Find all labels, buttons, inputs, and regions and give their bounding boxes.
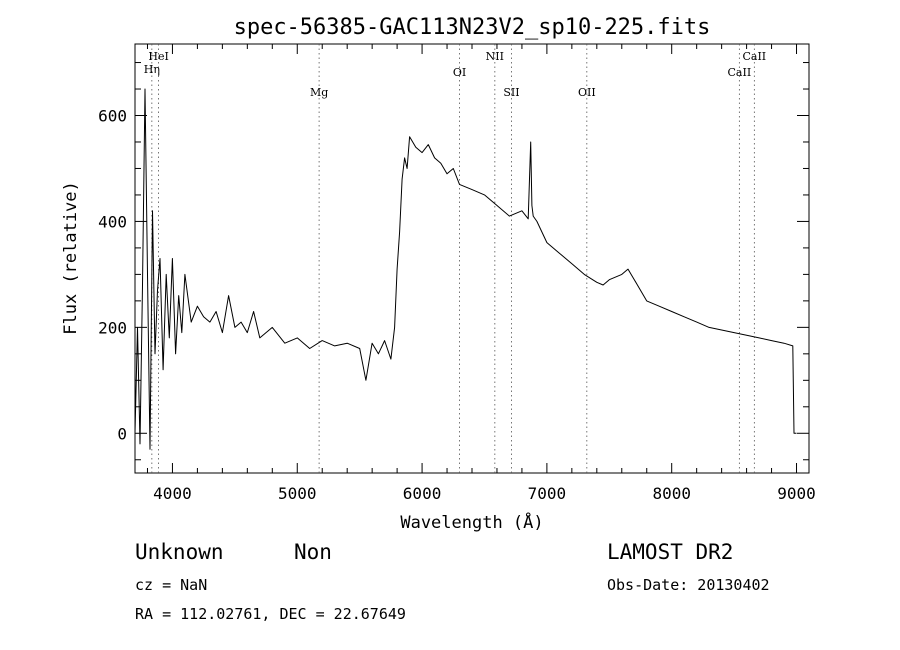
axis-tick-labels: 4000 5000 6000 7000 8000 9000 0 200 400 600	[98, 107, 816, 504]
plot-frame	[134, 43, 810, 474]
coords-label: RA = 112.02761, DEC = 22.67649	[135, 605, 406, 623]
line-label: HeI	[148, 50, 168, 63]
axis-ticks	[135, 44, 809, 473]
x-tick-label: 6000	[403, 484, 442, 503]
line-label: CaII	[728, 66, 752, 79]
line-label: Mg	[310, 86, 328, 99]
line-label: OII	[578, 86, 596, 99]
line-label: Hη	[144, 63, 160, 76]
y-axis-label: Flux (relative)	[61, 181, 81, 335]
redshift-label: cz = NaN	[135, 576, 208, 594]
series-group	[134, 88, 797, 450]
x-tick-label: 4000	[153, 484, 192, 503]
subclass-label: Non	[294, 540, 332, 564]
y-tick-label: 400	[98, 212, 127, 231]
x-tick-label: 9000	[777, 484, 816, 503]
chart-title: spec-56385-GAC113N23V2_sp10-225.fits	[234, 15, 711, 40]
line-label: CaII	[742, 50, 766, 63]
x-tick-label: 7000	[528, 484, 567, 503]
x-tick-label: 5000	[278, 484, 317, 503]
obs-date-label: Obs-Date: 20130402	[607, 576, 770, 594]
y-tick-label: 0	[117, 424, 127, 443]
x-axis-label: Wavelength (Å)	[400, 511, 543, 533]
y-tick-label: 200	[98, 318, 127, 337]
line-label: SII	[503, 86, 519, 99]
x-tick-label: 8000	[652, 484, 691, 503]
survey-label: LAMOST DR2	[607, 540, 734, 564]
line-label: OI	[453, 66, 466, 79]
line-label: NII	[486, 50, 504, 63]
class-label: Unknown	[135, 540, 224, 564]
y-tick-label: 600	[98, 107, 127, 126]
spectrum-line-0	[134, 88, 797, 450]
